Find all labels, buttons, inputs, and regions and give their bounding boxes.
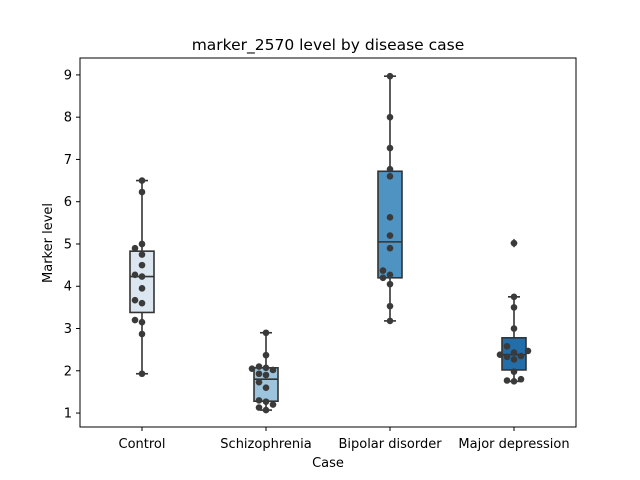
data-point [517, 352, 525, 360]
data-point [386, 165, 394, 173]
y-tick-label: 9 [64, 68, 72, 83]
y-axis-label: Marker level [41, 203, 56, 283]
plot-frame [79, 57, 577, 428]
data-point [386, 232, 394, 239]
box [377, 170, 403, 279]
data-point [138, 240, 146, 248]
data-point [138, 177, 146, 184]
data-point [510, 349, 518, 356]
y-tick-label: 7 [64, 153, 72, 168]
data-point [386, 72, 394, 80]
data-point [262, 364, 270, 372]
data-point [131, 271, 139, 279]
data-point [386, 271, 394, 279]
data-point [386, 214, 394, 221]
data-point [503, 377, 511, 384]
data-point [138, 188, 146, 196]
data-point [510, 304, 518, 311]
x-axis-label: Case [312, 456, 344, 471]
data-point [262, 371, 270, 379]
data-point [386, 113, 394, 121]
data-point [262, 406, 270, 414]
data-point [248, 365, 256, 372]
x-tick-label: Control [119, 437, 166, 452]
data-point [262, 351, 270, 359]
y-tick-label: 4 [64, 280, 72, 295]
y-tick-label: 8 [64, 111, 72, 126]
data-point [496, 351, 504, 359]
y-tick-label: 2 [64, 364, 72, 379]
plot-area [129, 72, 532, 414]
data-point [510, 293, 518, 301]
data-point [510, 368, 518, 375]
data-point [386, 244, 394, 252]
axes: 1 2 3 4 5 6 7 8 9 Control Schizophrenia Bipolar dis… [64, 68, 570, 452]
y-tick-label: 1 [64, 407, 72, 422]
data-point [131, 244, 139, 252]
box-group [377, 75, 403, 322]
data-point [262, 398, 270, 405]
x-tick-label: Schizophrenia [220, 437, 311, 452]
data-point [510, 239, 518, 247]
data-point [255, 397, 263, 404]
data-point [379, 267, 387, 274]
data-point [524, 347, 532, 355]
x-tick-label: Major depression [458, 437, 569, 452]
data-point [386, 280, 394, 288]
data-point [255, 378, 263, 386]
data-point [255, 404, 263, 411]
data-point [138, 299, 146, 307]
y-tick-label: 5 [64, 237, 72, 252]
data-point [131, 316, 139, 324]
data-point [386, 173, 394, 180]
data-point [503, 353, 511, 361]
data-point [269, 401, 277, 408]
data-point [138, 251, 146, 258]
data-point [255, 363, 263, 370]
data-point [269, 366, 277, 374]
data-point [262, 384, 270, 391]
data-point [510, 356, 518, 363]
data-point [138, 370, 146, 378]
data-point [517, 375, 525, 383]
data-point [138, 330, 146, 338]
y-tick-label: 3 [64, 322, 72, 337]
y-tick-label: 6 [64, 195, 72, 210]
data-point [510, 325, 518, 332]
data-point [262, 329, 270, 337]
data-point [255, 370, 263, 378]
data-point [386, 144, 394, 152]
data-point [138, 318, 146, 326]
x-tick-label: Bipolar disorder [338, 437, 442, 452]
data-point [138, 273, 146, 280]
data-point [386, 302, 394, 310]
data-point [138, 285, 146, 292]
data-point [131, 296, 139, 304]
data-point [379, 274, 387, 282]
data-point [386, 317, 394, 325]
chart-title: marker_2570 level by disease case [192, 36, 465, 55]
data-point [510, 378, 518, 385]
data-point [503, 342, 511, 350]
data-point [138, 261, 146, 269]
